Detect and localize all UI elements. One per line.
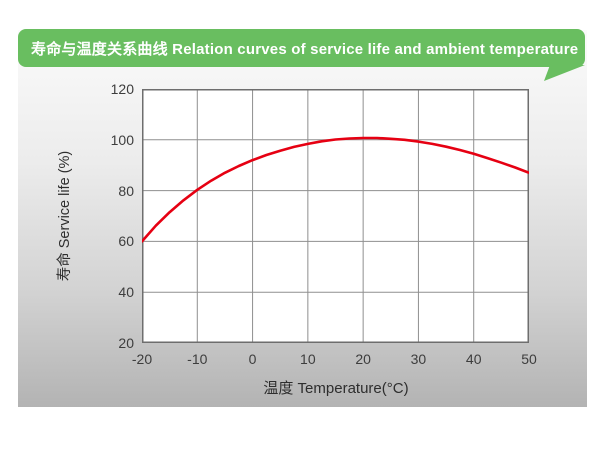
x-axis-title: 温度 Temperature(°C) [263,380,409,397]
x-tick-label: 40 [465,351,482,367]
chart-plot-area [142,89,529,343]
x-tick-label: 10 [300,351,316,367]
title-banner: 寿命与温度关系曲线 Relation curves of service lif… [18,29,585,67]
x-tick-label: 30 [410,351,427,367]
y-tick-label: 40 [118,284,134,301]
y-tick-label: 60 [118,233,134,250]
x-tick-label: 20 [355,351,371,367]
x-tick-label: 0 [248,351,257,367]
plot-frame [142,89,529,343]
banner-title: 寿命与温度关系曲线 Relation curves of service lif… [31,40,579,58]
x-tick-label: -10 [187,351,208,367]
x-tick-label: 50 [521,351,537,367]
banner-tail [544,65,585,81]
y-tick-label: 20 [118,335,134,351]
y-tick-label: 80 [118,182,134,199]
x-tick-label: -20 [131,351,153,367]
y-tick-label: 120 [110,81,134,97]
service-life-curve [142,136,529,243]
y-axis-title: 寿命 Service life (%) [57,150,73,282]
y-tick-label: 100 [110,131,134,148]
